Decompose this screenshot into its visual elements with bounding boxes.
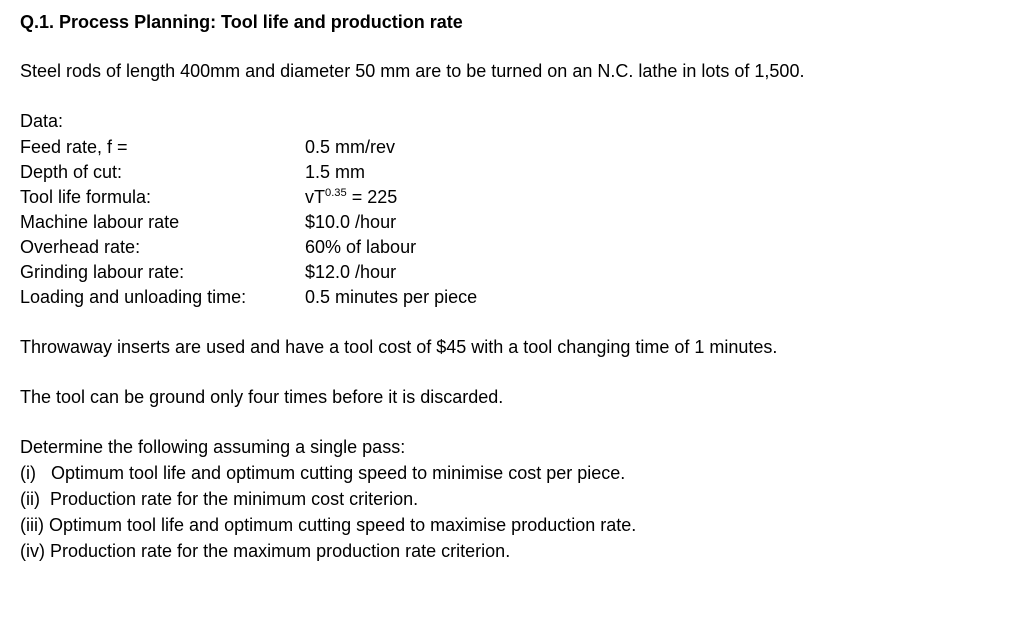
data-value: $12.0 /hour [305, 262, 397, 282]
paragraph-tool-grinding: The tool can be ground only four times b… [20, 387, 504, 407]
question-document: Q.1. Process Planning: Tool life and pro… [20, 12, 1004, 564]
formula-base: vT [305, 187, 325, 207]
data-value: 60% of labour [305, 237, 417, 257]
data-heading: Data: [20, 111, 64, 131]
determine-item-iv: (iv) Production rate for the maximum pro… [20, 541, 511, 561]
data-label: Overhead rate: [20, 237, 141, 257]
determine-heading: Determine the following assuming a singl… [20, 437, 406, 457]
data-value: 1.5 mm [305, 162, 366, 182]
determine-section: Determine the following assuming a singl… [20, 435, 1004, 564]
data-row-machine-labour-rate: Machine labour rate $10.0 /hour [20, 210, 1004, 235]
tool-life-formula: vT0.35 = 225 [305, 185, 1004, 210]
paragraph-throwaway-inserts: Throwaway inserts are used and have a to… [20, 337, 778, 357]
data-label: Grinding labour rate: [20, 262, 185, 282]
data-row-loading-unloading-time: Loading and unloading time: 0.5 minutes … [20, 285, 1004, 310]
data-row-tool-life-formula: Tool life formula: vT0.35 = 225 [20, 185, 1004, 210]
data-label: Machine labour rate [20, 212, 180, 232]
determine-item-i: (i) Optimum tool life and optimum cuttin… [20, 463, 626, 483]
data-label: Loading and unloading time: [20, 287, 247, 307]
formula-exponent: 0.35 [325, 187, 347, 199]
data-label: Feed rate, f = [20, 137, 128, 157]
data-row-overhead-rate: Overhead rate: 60% of labour [20, 235, 1004, 260]
data-label: Tool life formula: [20, 187, 152, 207]
data-label: Depth of cut: [20, 162, 123, 182]
data-value: 0.5 minutes per piece [305, 287, 478, 307]
intro-paragraph: Steel rods of length 400mm and diameter … [20, 61, 805, 81]
determine-item-iii: (iii) Optimum tool life and optimum cutt… [20, 515, 637, 535]
data-value: 0.5 mm/rev [305, 137, 396, 157]
question-title: Q.1. Process Planning: Tool life and pro… [20, 12, 463, 32]
formula-result: = 225 [346, 187, 398, 207]
determine-item-ii: (ii) Production rate for the minimum cos… [20, 489, 419, 509]
data-value: $10.0 /hour [305, 212, 397, 232]
data-row-feed-rate: Feed rate, f = 0.5 mm/rev [20, 135, 1004, 160]
data-section: Data: Feed rate, f = 0.5 mm/rev Depth of… [20, 109, 1004, 310]
data-row-depth-of-cut: Depth of cut: 1.5 mm [20, 160, 1004, 185]
data-row-grinding-labour-rate: Grinding labour rate: $12.0 /hour [20, 260, 1004, 285]
